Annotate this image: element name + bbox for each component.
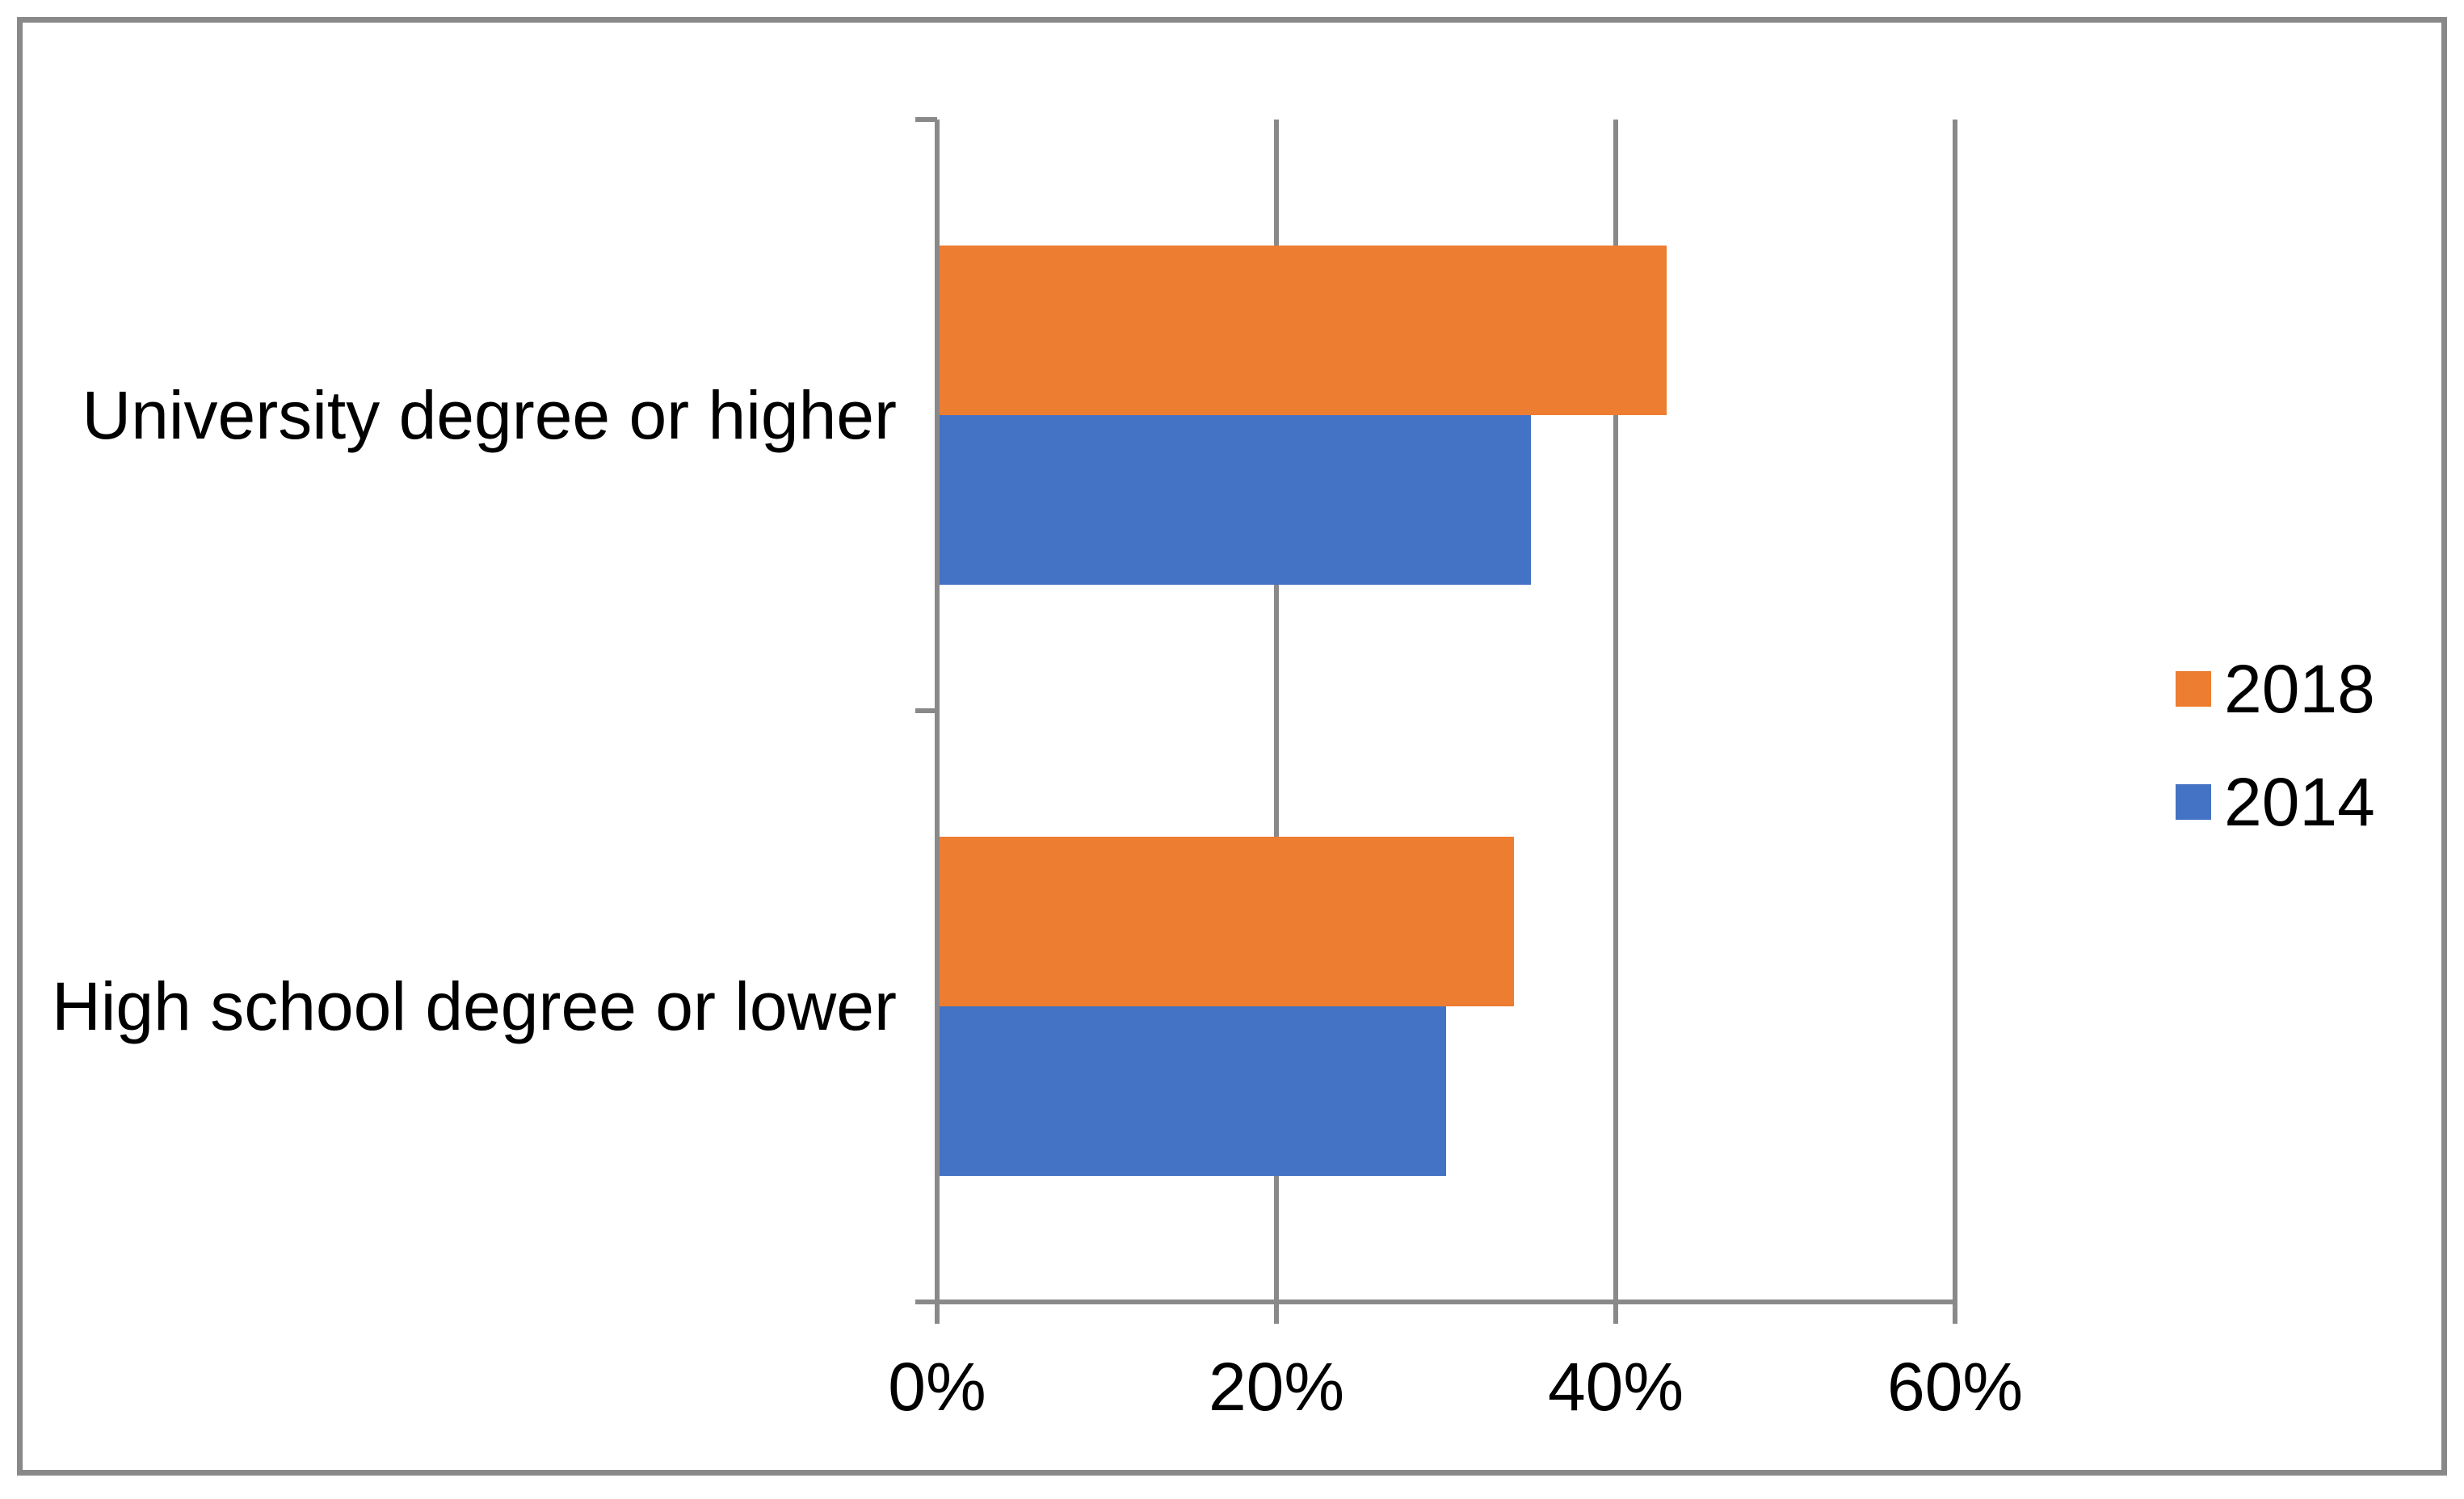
value-axis-line [935,120,940,1324]
x-axis-line [915,1300,1957,1304]
bar-2014-university [940,415,1531,585]
x-tick-label: 60% [1886,1349,2024,1425]
x-tick-label: 20% [1208,1349,1345,1425]
category-label: University degree or higher [82,377,898,453]
x-tick-label: 40% [1547,1349,1684,1425]
chart-outer-border [17,17,2447,1476]
legend-label: 2014 [2224,764,2375,840]
category-label: High school degree or lower [52,968,897,1044]
legend-swatch-icon [2176,671,2211,707]
bar-2018-university [940,246,1667,415]
legend-item-2018: 2018 [2176,654,2375,724]
bar-2014-highschool [940,1006,1446,1176]
legend: 2018 2014 [2176,654,2375,837]
legend-swatch-icon [2176,784,2211,820]
gridline [1953,120,1957,1324]
legend-label: 2018 [2224,651,2375,727]
category-axis-tick [915,117,937,122]
category-axis-tick [915,708,937,713]
gridline [1274,120,1279,1324]
gridline [1613,120,1618,1324]
bar-2018-highschool [940,837,1514,1006]
legend-item-2014: 2014 [2176,767,2375,837]
x-tick-label: 0% [888,1349,986,1425]
